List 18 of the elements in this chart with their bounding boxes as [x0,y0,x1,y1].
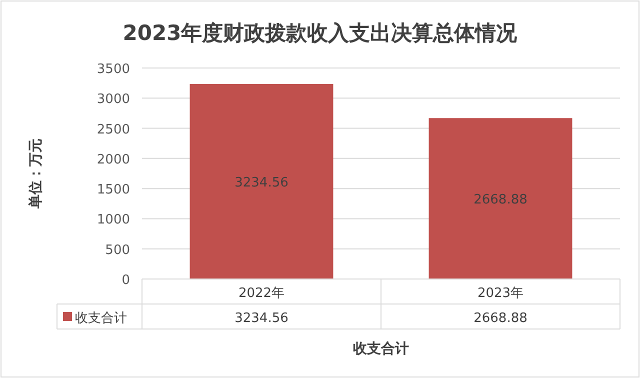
y-tick-label: 3000 [96,92,130,108]
data-label: 2668.88 [474,311,528,326]
data-label: 3234.56 [234,311,288,326]
y-tick-label: 3500 [96,62,130,77]
x-tick-label: 2022年 [238,286,285,301]
chart-title: 2023年度财政拨款收入支出决算总体情况 [122,21,518,45]
annotation: 2668.88 [474,192,528,208]
annotation: 3234.56 [234,176,288,190]
x-axis-title: 收支合计 [353,341,409,357]
y-tick-label: 500 [105,242,130,258]
y-tick-label: 0 [122,273,130,288]
x-tick-label: 2023年 [477,286,524,301]
y-tick-label: 1000 [96,212,130,228]
y-axis-title: 单位：万元 [28,138,44,210]
legend-label: 收支合计 [75,311,127,326]
y-tick-label: 1500 [96,182,130,198]
y-tick-label: 2500 [96,122,130,138]
y-tick-label: 2000 [96,152,130,168]
